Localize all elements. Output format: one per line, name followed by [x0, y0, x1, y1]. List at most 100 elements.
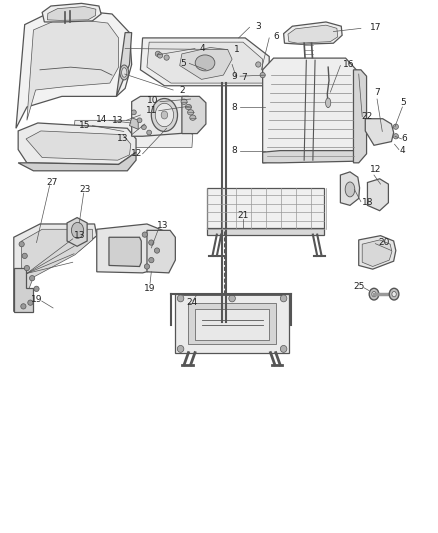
Polygon shape [288, 25, 338, 43]
Polygon shape [263, 151, 357, 163]
Text: 2: 2 [179, 85, 185, 94]
Polygon shape [47, 6, 96, 20]
Ellipse shape [369, 288, 379, 300]
Polygon shape [195, 309, 269, 340]
Ellipse shape [71, 222, 84, 238]
Polygon shape [207, 228, 324, 235]
Text: 25: 25 [353, 282, 364, 291]
Text: 24: 24 [186, 298, 198, 307]
Ellipse shape [164, 55, 169, 60]
Text: 20: 20 [378, 238, 390, 247]
Polygon shape [42, 3, 101, 22]
Polygon shape [353, 70, 367, 163]
Ellipse shape [345, 182, 355, 197]
Text: 7: 7 [241, 73, 247, 82]
Polygon shape [147, 42, 263, 83]
Text: 7: 7 [374, 87, 380, 96]
Ellipse shape [157, 53, 162, 58]
Ellipse shape [187, 110, 194, 115]
Polygon shape [21, 229, 92, 308]
Ellipse shape [195, 55, 215, 71]
Text: 5: 5 [180, 59, 186, 68]
Ellipse shape [393, 134, 399, 139]
Polygon shape [367, 179, 389, 211]
Text: 15: 15 [79, 120, 90, 130]
Ellipse shape [149, 257, 154, 263]
Ellipse shape [141, 125, 146, 130]
Ellipse shape [181, 99, 187, 104]
Polygon shape [117, 33, 132, 96]
Ellipse shape [122, 68, 127, 77]
Text: 8: 8 [231, 146, 237, 155]
Text: 4: 4 [200, 44, 206, 53]
Polygon shape [340, 172, 360, 205]
Polygon shape [175, 294, 289, 353]
Text: 12: 12 [370, 165, 381, 174]
Text: 13: 13 [112, 116, 124, 125]
Ellipse shape [142, 232, 148, 237]
Ellipse shape [137, 118, 142, 123]
Text: 6: 6 [401, 134, 407, 143]
Polygon shape [14, 268, 33, 312]
Text: 6: 6 [273, 33, 279, 42]
Polygon shape [130, 118, 138, 130]
Polygon shape [359, 236, 396, 269]
Polygon shape [207, 188, 324, 229]
Ellipse shape [393, 124, 399, 130]
Polygon shape [67, 217, 87, 246]
Ellipse shape [256, 62, 261, 67]
Ellipse shape [149, 240, 154, 245]
Text: 18: 18 [362, 198, 373, 207]
Ellipse shape [155, 103, 173, 127]
Polygon shape [109, 237, 141, 266]
Polygon shape [132, 96, 201, 136]
Ellipse shape [19, 241, 24, 247]
Polygon shape [188, 303, 276, 344]
Text: 27: 27 [46, 178, 58, 187]
Ellipse shape [280, 345, 287, 352]
Text: 22: 22 [362, 111, 373, 120]
Text: 17: 17 [370, 23, 381, 32]
Polygon shape [180, 47, 232, 79]
Ellipse shape [325, 98, 331, 108]
Polygon shape [26, 131, 131, 160]
Text: 19: 19 [144, 284, 156, 293]
Text: 1: 1 [233, 45, 239, 54]
Text: 16: 16 [343, 60, 355, 69]
Text: 19: 19 [31, 295, 42, 304]
Ellipse shape [229, 295, 235, 302]
Ellipse shape [155, 51, 160, 56]
Ellipse shape [131, 110, 136, 115]
Polygon shape [284, 22, 342, 44]
Ellipse shape [372, 292, 376, 297]
Ellipse shape [120, 65, 129, 80]
Ellipse shape [185, 104, 191, 110]
Text: 13: 13 [74, 231, 85, 240]
Polygon shape [263, 58, 359, 163]
Polygon shape [18, 152, 136, 171]
Polygon shape [27, 18, 119, 120]
Polygon shape [18, 123, 136, 165]
Ellipse shape [28, 300, 33, 305]
Ellipse shape [260, 72, 265, 78]
Ellipse shape [145, 264, 150, 269]
Polygon shape [365, 119, 394, 146]
Text: 14: 14 [96, 115, 108, 124]
Ellipse shape [29, 276, 35, 281]
Ellipse shape [389, 288, 399, 300]
Ellipse shape [161, 111, 168, 119]
Text: 3: 3 [255, 22, 261, 31]
Text: 11: 11 [146, 106, 158, 115]
Ellipse shape [22, 253, 27, 259]
Text: 8: 8 [231, 102, 237, 111]
Polygon shape [16, 9, 132, 128]
Ellipse shape [177, 295, 184, 302]
Text: 10: 10 [147, 96, 159, 105]
Ellipse shape [392, 292, 396, 297]
Text: 13: 13 [117, 134, 129, 143]
Text: 21: 21 [237, 212, 249, 221]
Text: 9: 9 [231, 71, 237, 80]
Ellipse shape [190, 115, 196, 120]
Ellipse shape [151, 99, 177, 132]
Polygon shape [362, 240, 392, 266]
